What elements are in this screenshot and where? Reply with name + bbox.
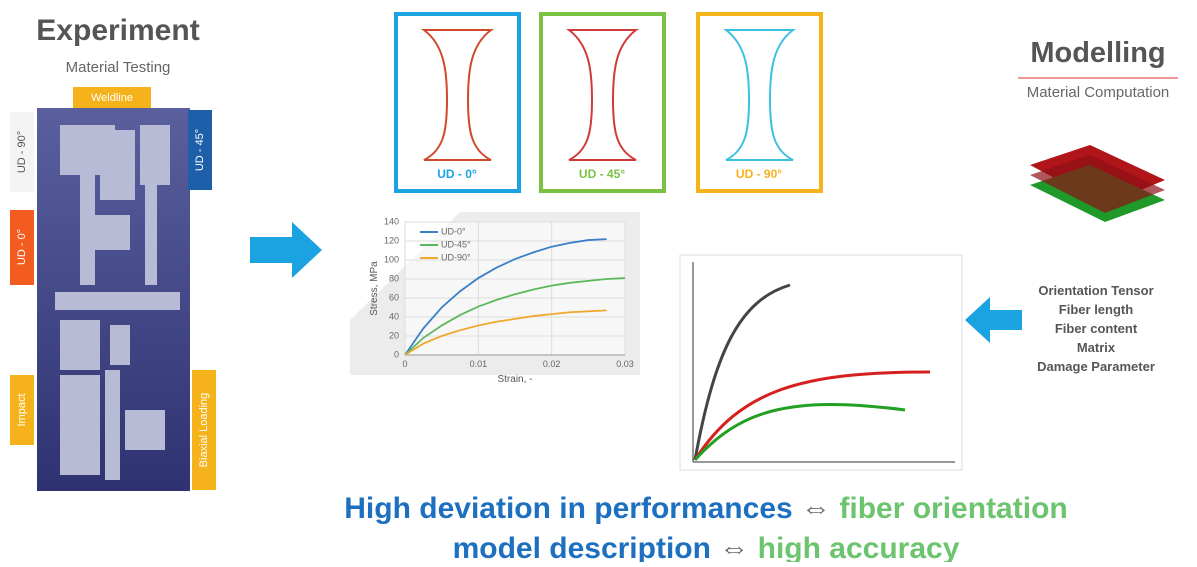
label: UD - 45°: [194, 129, 206, 171]
parameter: Fiber content: [1055, 321, 1138, 336]
experiment-title: Experiment: [36, 14, 199, 47]
simulation-plot: [680, 255, 962, 470]
y-tick-label: 20: [389, 330, 399, 340]
y-tick-label: 60: [389, 292, 399, 302]
y-tick-label: 120: [384, 235, 399, 245]
specimen-frame: [396, 14, 519, 191]
modelling-subtitle: Material Computation: [1027, 84, 1170, 101]
statement-text: High deviation in performances: [344, 492, 792, 525]
y-tick-label: 80: [389, 273, 399, 283]
x-tick-label: 0: [402, 359, 407, 369]
legend-label: UD-0°: [441, 226, 466, 236]
parameters: Orientation Tensor Fiber length Fiber cont…: [1037, 283, 1155, 374]
label: UD - 90°: [16, 131, 28, 173]
plot-area: [405, 222, 625, 355]
statement-text: fiber orientation: [839, 492, 1067, 525]
label: Biaxial Loading: [198, 393, 210, 468]
x-axis-label: Strain, -: [497, 374, 532, 385]
y-axis-label: Stress, MPa: [369, 261, 380, 316]
specimen-frame: [541, 14, 664, 191]
label: Impact: [16, 393, 28, 426]
parameter: Fiber length: [1059, 302, 1133, 317]
specimen-label: UD - 0°: [437, 167, 477, 181]
y-tick-label: 100: [384, 254, 399, 264]
statement-line: High deviation in performances ⇔ fiber o…: [344, 492, 1067, 525]
label: UD - 0°: [16, 229, 28, 265]
legend-label: UD-90°: [441, 252, 471, 262]
legend-label: UD-45°: [441, 239, 471, 249]
specimens: UD - 0° UD - 45° UD - 90°: [396, 14, 821, 191]
statement-text: high accuracy: [758, 532, 960, 562]
label: Weldline: [91, 92, 133, 104]
specimen-label: UD - 45°: [579, 167, 625, 181]
y-tick-label: 140: [384, 216, 399, 226]
specimen-label: UD - 90°: [736, 167, 782, 181]
statement-text: model description: [453, 532, 711, 562]
experiment-subtitle: Material Testing: [66, 59, 171, 76]
x-tick-label: 0.02: [543, 359, 561, 369]
y-tick-label: 40: [389, 311, 399, 321]
specimen-frame: [698, 14, 821, 191]
x-tick-label: 0.03: [616, 359, 634, 369]
statement-line: model description ⇔ high accuracy: [453, 532, 960, 562]
statement-symbol: ⇔: [719, 532, 749, 562]
parameter: Orientation Tensor: [1038, 283, 1153, 298]
parameter: Matrix: [1077, 340, 1116, 355]
statement-symbol: ⇔: [801, 492, 831, 525]
diagram: Experiment Material Testing Weldline UD …: [0, 0, 1197, 562]
arrow: [965, 297, 1022, 343]
parameter: Damage Parameter: [1037, 359, 1155, 374]
y-tick-label: 0: [394, 349, 399, 359]
x-tick-label: 0.01: [470, 359, 488, 369]
arrow: [250, 222, 322, 278]
fiber-model: [1030, 145, 1165, 222]
modelling-title: Modelling: [1030, 37, 1165, 69]
